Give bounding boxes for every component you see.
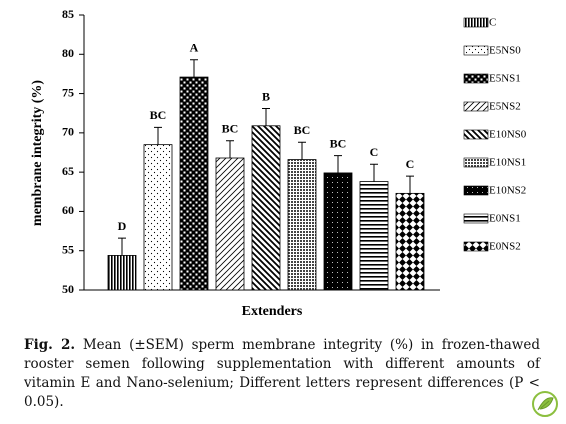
y-tick-label: 75	[62, 85, 74, 99]
error-bar	[190, 59, 198, 78]
legend-label: E10NS0	[489, 129, 527, 141]
legend-swatch	[463, 73, 489, 84]
error-bar	[334, 155, 342, 173]
legend-label: E5NS1	[489, 73, 521, 85]
error-bar	[406, 175, 414, 194]
legend-swatch	[463, 129, 489, 140]
caption: Fig. 2. Mean (±SEM) sperm membrane integ…	[24, 336, 540, 412]
caption-label: Fig. 2.	[24, 337, 76, 353]
legend-label: E5NS0	[489, 45, 521, 57]
chart: membrane integrity (%) Extenders 50 55 60 6…	[30, 7, 527, 319]
legend-swatch	[463, 213, 489, 224]
significance-letter: C	[406, 157, 415, 171]
bar	[323, 172, 353, 291]
significance-letter: A	[190, 41, 199, 55]
bar	[395, 192, 425, 291]
legend-label: C	[489, 17, 496, 29]
legend-swatch	[463, 157, 489, 168]
significance-letter: BC	[330, 136, 347, 150]
legend-label: E10NS1	[489, 157, 526, 169]
error-bar	[226, 140, 234, 158]
significance-letter: BC	[150, 108, 167, 122]
y-tick-label: 60	[62, 203, 74, 217]
significance-letter: BC	[294, 123, 311, 137]
legend-swatch	[463, 45, 489, 56]
bar	[107, 255, 137, 291]
legend-swatch	[463, 185, 489, 196]
caption-text: Mean (±SEM) sperm membrane integrity (%)…	[24, 337, 540, 410]
bar	[287, 159, 317, 291]
significance-letter: BC	[222, 121, 239, 135]
y-tick-label: 55	[62, 242, 74, 256]
y-tick-label: 70	[62, 125, 74, 139]
legend-label: E5NS2	[489, 101, 521, 113]
legend-swatch	[463, 17, 489, 28]
legend-swatch	[463, 241, 489, 252]
bar	[359, 181, 389, 291]
significance-letter: D	[118, 219, 127, 233]
error-bar	[370, 163, 378, 182]
y-tick-label: 50	[62, 282, 74, 296]
significance-letter: B	[262, 89, 270, 103]
error-bar	[154, 126, 162, 145]
bar	[143, 144, 173, 291]
legend-label: E0NS2	[489, 241, 521, 253]
error-bar	[118, 237, 126, 256]
y-tick-label: 65	[62, 164, 74, 178]
significance-letter: C	[370, 145, 379, 159]
legend-label: E10NS2	[489, 185, 526, 197]
y-tick-label: 80	[62, 46, 74, 60]
legend-label: E0NS1	[489, 213, 521, 225]
error-bar	[298, 141, 306, 160]
bar	[251, 125, 281, 291]
x-axis-label: Extenders	[242, 304, 303, 319]
y-tick-label: 85	[62, 7, 74, 21]
bar	[179, 76, 209, 291]
y-axis-label: membrane integrity (%)	[30, 80, 45, 227]
legend-swatch	[463, 101, 489, 112]
bar	[215, 157, 245, 291]
error-bar	[262, 108, 270, 126]
